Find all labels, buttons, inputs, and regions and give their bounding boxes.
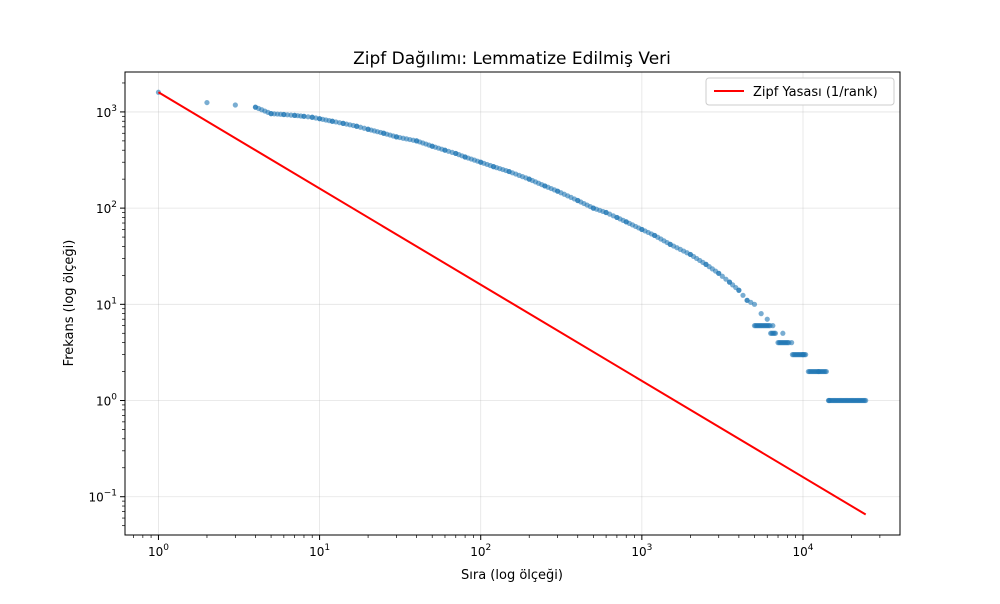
scatter-point (687, 251, 693, 258)
scatter-point (381, 130, 387, 136)
scatter-point (462, 154, 468, 160)
scatter-point (751, 301, 758, 307)
scatter-point (292, 112, 298, 119)
scatter-point (354, 123, 360, 129)
scatter-point (252, 104, 259, 110)
scatter-step-point (767, 323, 773, 329)
y-tick-label: 103 (96, 104, 117, 120)
y-tick-label: 100 (96, 393, 117, 409)
scatter-point (365, 126, 371, 132)
scatter-point (780, 330, 786, 336)
scatter-point (639, 226, 645, 233)
legend: Zipf Yasası (1/rank) (705, 77, 895, 106)
y-axis-label: Frekans (log ölçeği) (62, 240, 77, 367)
plot-content (155, 89, 869, 516)
scatter-point (575, 197, 581, 204)
axes-frame (124, 71, 901, 536)
scatter-point (204, 99, 210, 106)
scatter-point (590, 205, 596, 211)
scatter-point (413, 138, 420, 144)
scatter-step-point (772, 330, 779, 336)
scatter-point (393, 134, 400, 140)
x-tick-label: 102 (470, 543, 491, 559)
scatter-point (329, 118, 335, 124)
x-axis-label: Sıra (log ölçeği) (461, 568, 563, 583)
scatter-step-point (786, 340, 792, 346)
scatter-point (744, 297, 750, 303)
scatter-step-point (803, 352, 809, 358)
grid (125, 72, 900, 535)
scatter-point (281, 111, 287, 118)
scatter-point (506, 168, 512, 175)
scatter-point (316, 116, 323, 122)
scatter-point (603, 209, 609, 216)
scatter-point (716, 270, 722, 276)
scatter-point (652, 232, 658, 239)
scatter-point (764, 316, 770, 322)
scatter-point (526, 176, 532, 182)
scatter-point (442, 147, 448, 153)
scatter-step-point (861, 397, 868, 404)
scatter-point (301, 113, 307, 119)
y-tick-label: 102 (96, 200, 117, 216)
scatter-point (719, 273, 725, 279)
y-tick-label: 10−1 (88, 489, 117, 505)
scatter-point (667, 241, 673, 247)
scatter-point (340, 120, 346, 126)
chart-title: Zipf Dağılımı: Lemmatize Edilmiş Veri (353, 49, 671, 69)
scatter-point (623, 219, 629, 225)
scatter-point (232, 102, 238, 108)
scatter-point (268, 111, 274, 117)
scatter-step-point (823, 368, 829, 375)
zipf-law-line (157, 91, 867, 516)
x-tick-label: 104 (792, 543, 813, 559)
legend-box (705, 77, 895, 106)
scatter-point (703, 261, 709, 267)
y-tick-label: 101 (96, 296, 117, 312)
scatter-point (726, 279, 733, 285)
ticks: 100 101 102 103 104 10−1 100 101 102 103 (88, 82, 881, 559)
scatter-point (490, 164, 497, 170)
scatter-point (555, 188, 561, 194)
scatter-point (736, 287, 742, 293)
scatter-point (723, 276, 729, 282)
scatter-point (740, 292, 746, 298)
scatter-point (542, 183, 548, 189)
scatter-point (758, 311, 764, 317)
scatter-point (429, 143, 435, 149)
scatter-point (614, 214, 620, 221)
scatter-point (453, 150, 459, 157)
scatter-point (309, 114, 315, 120)
x-tick-label: 101 (309, 543, 330, 559)
legend-label: Zipf Yasası (1/rank) (753, 85, 878, 100)
x-tick-label: 103 (631, 543, 652, 559)
scatter-point (305, 114, 311, 120)
x-tick-label: 100 (148, 543, 169, 559)
scatter-point (478, 159, 484, 165)
